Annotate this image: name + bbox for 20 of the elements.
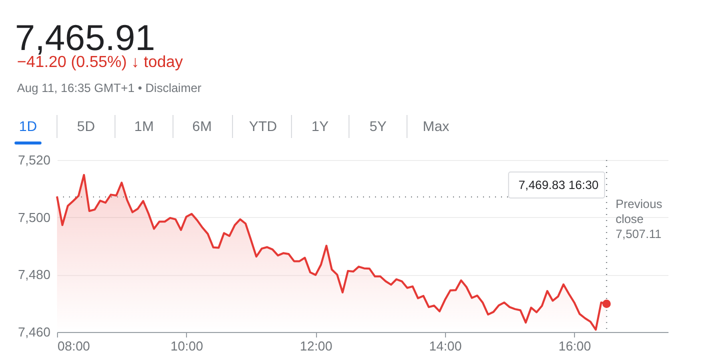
x-tick-label: 10:00 xyxy=(170,338,204,354)
annotation: 7,469.83 16:30 xyxy=(518,178,599,192)
text: 5Y xyxy=(369,118,388,134)
text: Aug 11, 16:35 GMT+1 • Disclaimer xyxy=(17,81,202,95)
text: 5D xyxy=(77,118,95,134)
y-tick-label: 7,480 xyxy=(18,267,50,282)
text: 1D xyxy=(19,118,37,134)
y-tick-label: 7,500 xyxy=(18,210,50,225)
x-tick-label: 14:00 xyxy=(429,338,462,354)
text: 1M xyxy=(134,118,154,134)
text: YTD xyxy=(249,118,277,134)
y-tick-label: 7,460 xyxy=(18,324,50,340)
text: Max xyxy=(422,118,450,134)
x-tick-label: 16:00 xyxy=(558,338,592,354)
text: 6M xyxy=(192,118,212,134)
x-tick-label: 12:00 xyxy=(300,338,332,354)
ref-line-label: Previous close 7,507.11 xyxy=(616,196,662,241)
y-tick-label: 7,520 xyxy=(18,152,50,168)
text: 1Y xyxy=(311,118,330,134)
x-tick-label: 08:00 xyxy=(58,338,90,354)
